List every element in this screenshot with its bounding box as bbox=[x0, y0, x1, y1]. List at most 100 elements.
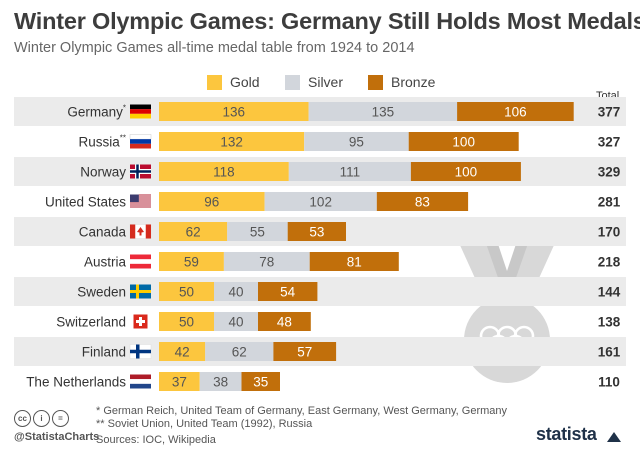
bronze-value-label: 100 bbox=[452, 135, 475, 150]
flag-stripe bbox=[130, 207, 151, 209]
total-value: 329 bbox=[598, 165, 621, 180]
flag-stripe bbox=[130, 200, 151, 202]
bronze-bar bbox=[309, 252, 399, 271]
gold-value-label: 132 bbox=[220, 135, 243, 150]
silver-bar bbox=[214, 282, 258, 301]
flag-stripe bbox=[130, 195, 151, 197]
statista-mark-icon bbox=[607, 432, 621, 442]
flag-stripe bbox=[130, 204, 151, 206]
silver-value-label: 62 bbox=[232, 345, 247, 360]
silver-bar bbox=[288, 162, 411, 181]
chart-row: Germany* 136 135 106 377 bbox=[14, 97, 626, 126]
silver-value-label: 111 bbox=[340, 165, 361, 180]
legend-swatch-gold bbox=[207, 74, 222, 90]
category-name: The Netherlands bbox=[26, 375, 126, 390]
gold-bar bbox=[159, 282, 214, 301]
flag-canada-icon bbox=[129, 224, 152, 239]
flag-stripe bbox=[130, 383, 151, 389]
category-name: Finland bbox=[82, 345, 126, 360]
silver-value-label: 40 bbox=[228, 285, 243, 300]
gold-value-label: 42 bbox=[175, 345, 190, 360]
category-name: Canada bbox=[79, 225, 127, 240]
gold-value-label: 136 bbox=[223, 105, 246, 120]
brand-logo[interactable]: statista bbox=[536, 424, 597, 444]
silver-bar bbox=[199, 372, 242, 391]
category-label: The Netherlands bbox=[26, 375, 126, 390]
category-label: Austria bbox=[84, 255, 127, 270]
flag-cross bbox=[130, 290, 151, 293]
category-label: Switzerland bbox=[56, 315, 126, 330]
page-subtitle: Winter Olympic Games all-time medal tabl… bbox=[14, 40, 415, 56]
flag-switzerland-icon bbox=[133, 314, 148, 329]
flag-stripe bbox=[130, 196, 151, 198]
category-footnote-mark: * bbox=[123, 104, 126, 113]
bronze-bar bbox=[273, 342, 337, 361]
silver-bar bbox=[223, 252, 310, 271]
silver-value-label: 55 bbox=[250, 225, 265, 240]
chart-row: Switzerland 50 40 48 138 bbox=[56, 312, 621, 331]
chart-row: Norway 118 111 100 329 bbox=[14, 157, 626, 186]
category-name: Austria bbox=[84, 255, 127, 270]
flag-stripe bbox=[130, 199, 151, 201]
gold-bar bbox=[159, 372, 200, 391]
category-footnote-mark: ** bbox=[120, 134, 126, 143]
silver-bar bbox=[205, 342, 274, 361]
flag-stripe bbox=[130, 113, 151, 119]
legend-label-bronze: Bronze bbox=[391, 74, 436, 90]
silver-bar bbox=[304, 132, 409, 151]
legend-item-gold: Gold bbox=[207, 74, 260, 90]
bronze-bar bbox=[258, 312, 311, 331]
category-label: Russia** bbox=[79, 134, 127, 150]
legend-swatch-bronze bbox=[368, 74, 383, 90]
flag-band bbox=[130, 224, 136, 239]
bronze-value-label: 83 bbox=[415, 195, 430, 210]
flag-stripe bbox=[130, 374, 151, 380]
bronze-bar bbox=[376, 192, 469, 211]
flag-stripe bbox=[130, 206, 151, 208]
bronze-value-label: 100 bbox=[455, 165, 478, 180]
flag-canton bbox=[130, 194, 139, 203]
flag-stripe bbox=[129, 134, 152, 140]
bronze-value-label: 35 bbox=[253, 375, 268, 390]
bronze-bar bbox=[287, 222, 346, 241]
bronze-value-label: 57 bbox=[297, 345, 312, 360]
gold-bar bbox=[159, 252, 224, 271]
silver-value-label: 135 bbox=[372, 105, 395, 120]
flag-stripe bbox=[130, 143, 151, 149]
flag-stripe bbox=[130, 139, 151, 144]
silver-value-label: 38 bbox=[213, 375, 228, 390]
flag-stripe bbox=[130, 194, 151, 196]
category-name: United States bbox=[45, 195, 126, 210]
flag-stripe bbox=[130, 198, 151, 200]
footnotes: * German Reich, United Team of Germany, … bbox=[96, 405, 507, 447]
silver-bar bbox=[214, 312, 258, 331]
category-label: United States bbox=[45, 195, 126, 210]
chart-row: Canada 62 55 53 170 bbox=[14, 217, 626, 246]
flag-russia-icon bbox=[129, 134, 152, 149]
flag-cross bbox=[130, 349, 151, 354]
gold-value-label: 96 bbox=[204, 195, 219, 210]
footnote-germany: * German Reich, United Team of Germany, … bbox=[96, 405, 508, 417]
legend-label-silver: Silver bbox=[308, 74, 344, 90]
total-value: 218 bbox=[598, 255, 621, 270]
flag-stripe bbox=[130, 259, 151, 264]
silver-value-label: 78 bbox=[259, 255, 274, 270]
total-value: 327 bbox=[598, 135, 621, 150]
gold-value-label: 37 bbox=[172, 375, 187, 390]
legend-swatch-silver bbox=[285, 74, 300, 90]
gold-bar bbox=[159, 132, 305, 151]
category-name: Norway bbox=[80, 165, 126, 180]
silver-bar bbox=[227, 222, 288, 241]
gold-bar bbox=[159, 222, 228, 241]
total-value: 144 bbox=[598, 285, 621, 300]
nd-icon: = bbox=[52, 410, 69, 427]
gold-value-label: 50 bbox=[179, 285, 194, 300]
gold-value-label: 50 bbox=[179, 315, 194, 330]
total-value: 281 bbox=[598, 195, 621, 210]
category-label: Canada bbox=[79, 225, 127, 240]
total-value: 377 bbox=[598, 105, 621, 120]
gold-bar bbox=[159, 162, 289, 181]
chart-row: Sweden 50 40 54 144 bbox=[14, 277, 626, 306]
flag-austria-icon bbox=[130, 254, 151, 269]
